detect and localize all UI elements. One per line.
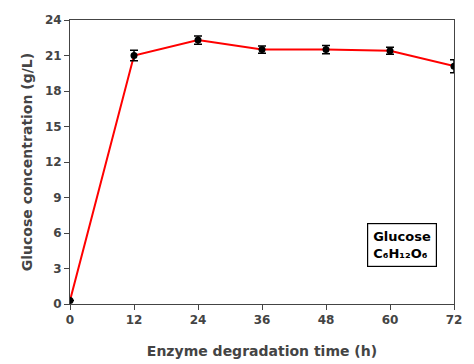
svg-text:24: 24 [190,313,207,327]
svg-text:0: 0 [66,313,74,327]
svg-text:Enzyme degradation time (h): Enzyme degradation time (h) [147,343,377,359]
svg-text:24: 24 [45,13,62,27]
svg-text:GlucoseC₆H₁₂O₆: GlucoseC₆H₁₂O₆ [373,229,431,261]
svg-text:6: 6 [53,226,61,240]
svg-text:Glucose concentration (g/L): Glucose concentration (g/L) [19,53,35,271]
svg-text:15: 15 [45,120,62,134]
svg-text:0: 0 [53,297,61,311]
svg-text:18: 18 [45,84,62,98]
svg-text:3: 3 [53,262,61,276]
svg-text:12: 12 [45,155,62,169]
svg-text:72: 72 [446,313,463,327]
svg-text:36: 36 [254,313,271,327]
svg-text:9: 9 [53,191,61,205]
svg-text:21: 21 [45,49,62,63]
svg-text:60: 60 [382,313,399,327]
svg-text:48: 48 [318,313,335,327]
svg-text:12: 12 [126,313,143,327]
